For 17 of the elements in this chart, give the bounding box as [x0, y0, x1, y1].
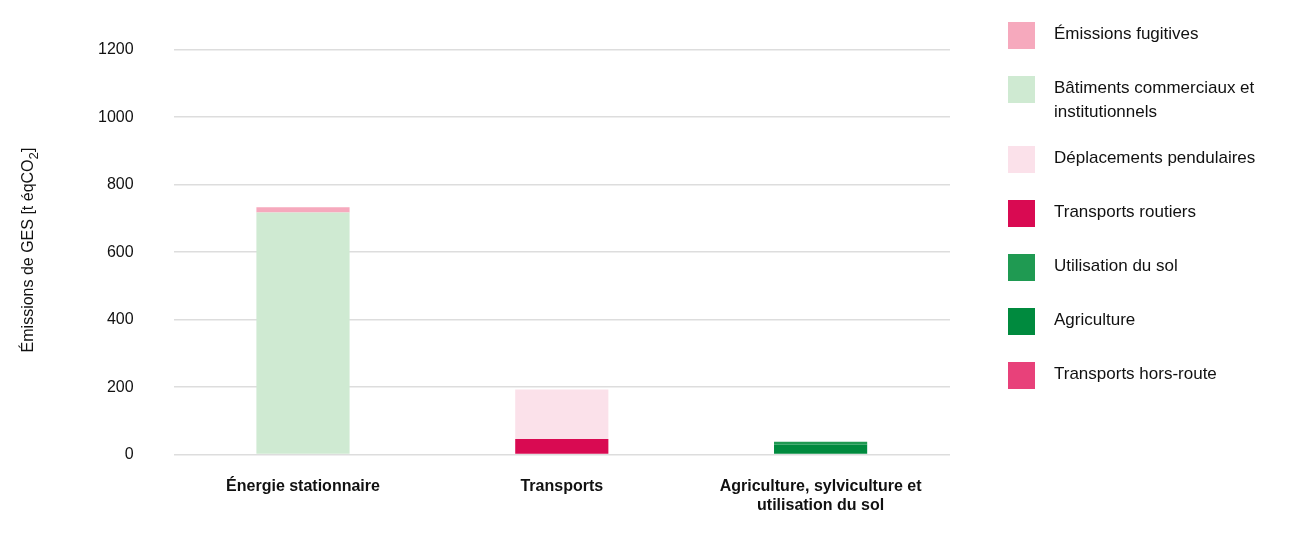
legend-label: Déplacements pendulaires — [1054, 147, 1257, 169]
legend-label: Bâtiments commerciaux et institutionnels — [1054, 77, 1256, 123]
y-tick-label: 1000 — [98, 107, 134, 125]
y-tick-label: 200 — [106, 377, 134, 395]
legend-label: Transports routiers — [1054, 201, 1198, 223]
x-tick-label: Agriculture, sylviculture et utilisation du sol — [719, 476, 923, 513]
legend-label: Transports hors-route — [1054, 363, 1218, 385]
y-tick-label: 800 — [106, 175, 134, 193]
x-tick-label: Transports — [520, 476, 604, 494]
legend-label: Agriculture — [1054, 309, 1137, 331]
y-tick-label: 0 — [124, 445, 134, 463]
legend-label: Utilisation du sol — [1054, 255, 1179, 277]
y-tick-label: 1200 — [98, 40, 134, 58]
y-tick-label: 600 — [106, 242, 134, 260]
legend-label: Émissions fugitives — [1054, 23, 1200, 45]
y-tick-label: 400 — [106, 310, 134, 328]
x-tick-label: Énergie stationnaire — [226, 475, 380, 494]
